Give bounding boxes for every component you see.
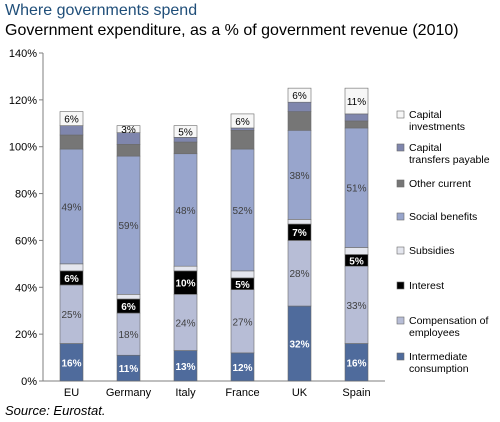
y-tick-label: 20% <box>15 329 37 341</box>
data-label: 59% <box>118 221 138 232</box>
bar-segment-capital-transfers-payable <box>230 127 255 131</box>
data-label: 52% <box>232 206 252 217</box>
source-note: Source: Eurostat. <box>5 403 106 418</box>
legend-label: Interest <box>409 280 444 292</box>
data-label: 5% <box>178 127 193 138</box>
data-label: 6% <box>121 302 136 313</box>
bar-segment-other-current <box>287 111 312 131</box>
data-label: 6% <box>64 274 79 285</box>
legend-swatch-subsidies <box>396 246 405 255</box>
legend-swatch-interest <box>396 281 405 290</box>
data-label: 16% <box>346 358 366 369</box>
data-label: 16% <box>61 358 81 369</box>
y-tick-label: 120% <box>9 95 37 107</box>
y-tick-label: 0% <box>21 376 37 388</box>
bar-segment-subsidies <box>173 265 198 272</box>
legend-label: Compensation of employees <box>409 315 488 339</box>
data-label: 48% <box>175 206 195 217</box>
chart-title: Where governments spend <box>5 2 198 19</box>
legend-swatch-intermediate-consumption <box>396 352 405 361</box>
y-tick-label: 140% <box>9 48 37 60</box>
data-label: 6% <box>235 117 250 128</box>
legend-label: Subsidies <box>409 245 455 257</box>
data-label: 5% <box>349 256 364 267</box>
legend-swatch-capital-transfers-payable <box>396 143 405 152</box>
data-label: 6% <box>292 91 307 102</box>
x-tick-label: EU <box>64 387 79 399</box>
x-tick-label: UK <box>292 387 308 399</box>
bar-segment-capital-investments <box>344 87 369 115</box>
legend-swatch-compensation-of-employees <box>396 316 405 325</box>
data-label: 6% <box>64 115 79 126</box>
legend-label: Intermediate consumption <box>409 351 469 375</box>
data-label: 10% <box>175 279 195 290</box>
bar-segment-capital-investments <box>116 125 141 133</box>
data-label: 27% <box>232 317 252 328</box>
legend-swatch-other-current <box>396 179 405 188</box>
data-label: 7% <box>292 228 307 239</box>
bar-segment-capital-investments <box>230 113 255 129</box>
data-label: 25% <box>61 310 81 321</box>
data-label: 3% <box>121 125 136 136</box>
bar-segment-capital-transfers-payable <box>59 125 84 136</box>
data-label: 12% <box>232 363 252 374</box>
bar-segment-subsidies <box>59 263 84 272</box>
legend-label: Other current <box>409 178 471 190</box>
bar-segment-capital-transfers-payable <box>344 113 369 122</box>
data-label: 38% <box>289 171 309 182</box>
bar-segment-other-current <box>230 130 255 150</box>
legend-label: Capital investments <box>409 109 465 133</box>
data-label: 18% <box>118 330 138 341</box>
y-tick-label: 60% <box>15 235 37 247</box>
legend-label: Social benefits <box>409 211 477 223</box>
data-label: 32% <box>289 340 309 351</box>
data-label: 5% <box>235 280 250 291</box>
data-label: 13% <box>175 362 195 373</box>
bar-segment-capital-investments <box>59 111 84 126</box>
bar-segment-subsidies <box>287 219 312 225</box>
x-tick-label: Italy <box>175 387 196 399</box>
data-label: 33% <box>346 301 366 312</box>
x-tick-label: France <box>225 387 259 399</box>
bar-segment-capital-transfers-payable <box>287 101 312 112</box>
bar-segment-subsidies <box>344 247 369 255</box>
bar-segment-subsidies <box>116 294 141 300</box>
legend-swatch-social-benefits <box>396 212 405 221</box>
bar-segment-other-current <box>344 120 369 129</box>
bar-segment-capital-investments <box>173 125 198 138</box>
data-label: 11% <box>347 97 366 108</box>
y-tick-label: 80% <box>15 189 37 201</box>
data-label: 51% <box>346 184 366 195</box>
data-label: 11% <box>119 364 139 375</box>
bar-segment-subsidies <box>230 270 255 279</box>
y-tick-label: 40% <box>15 282 37 294</box>
bar-segment-other-current <box>173 141 198 155</box>
legend-swatch-capital-investments <box>396 110 405 119</box>
bar-segment-other-current <box>116 144 141 157</box>
chart-subtitle: Government expenditure, as a % of govern… <box>5 22 459 39</box>
y-tick-label: 100% <box>9 142 37 154</box>
data-label: 24% <box>175 318 195 329</box>
data-label: 49% <box>61 202 81 213</box>
data-label: 28% <box>289 269 309 280</box>
x-tick-label: Spain <box>342 387 370 399</box>
x-tick-label: Germany <box>106 387 152 399</box>
bar-segment-other-current <box>59 134 84 150</box>
legend-label: Capital transfers payable <box>409 142 490 166</box>
bar-segment-capital-investments <box>287 87 312 103</box>
